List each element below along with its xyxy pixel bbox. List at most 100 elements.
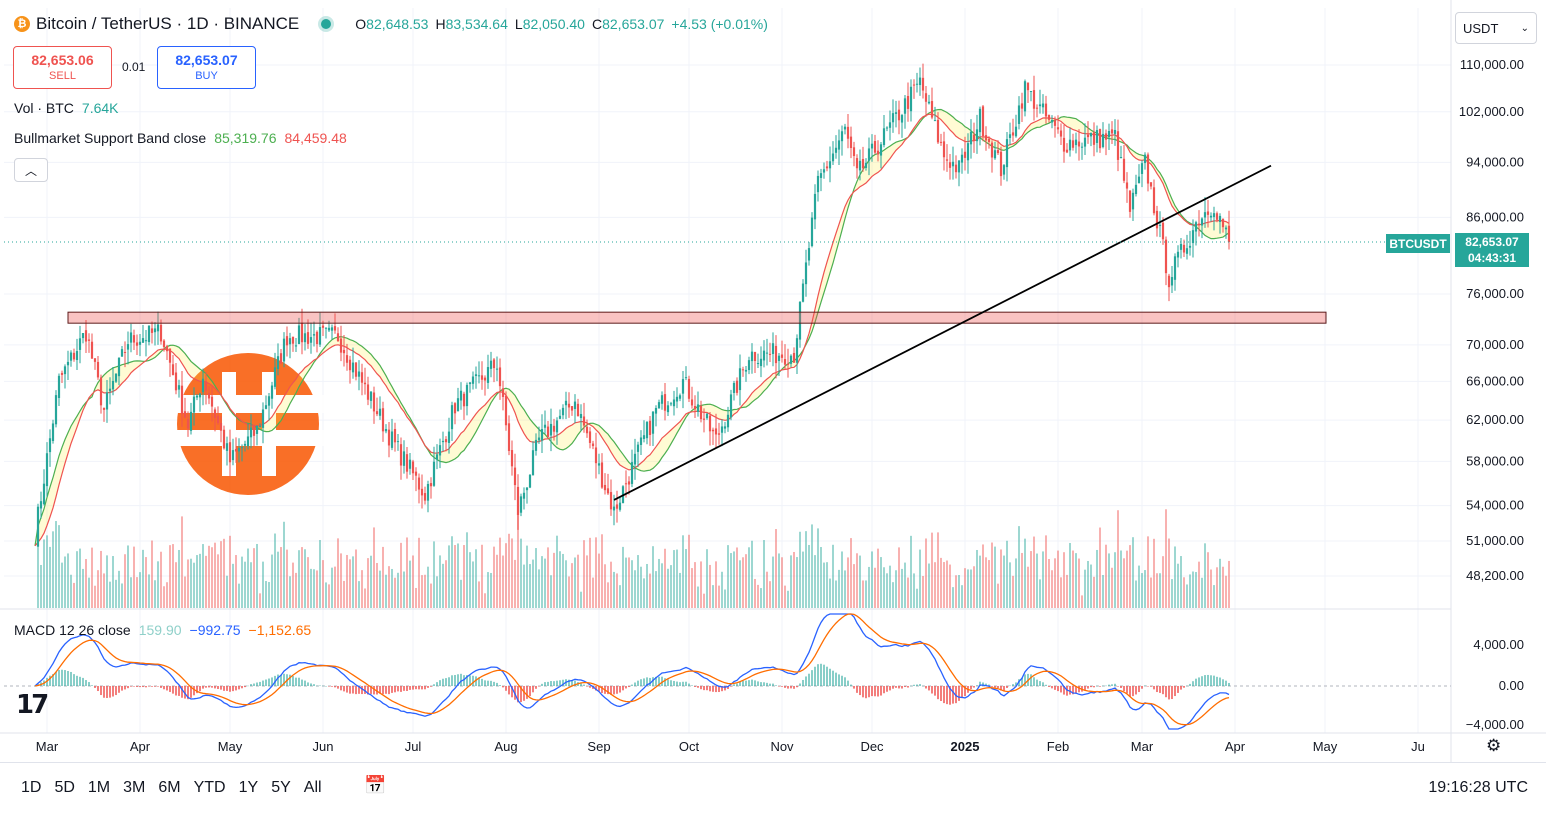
band-legend[interactable]: Bullmarket Support Band close 85,319.76 … [14,130,347,146]
volume-bar [547,547,549,608]
volume-bar [592,577,594,608]
macd-hist-bar [172,686,174,694]
volume-bar [367,558,369,608]
macd-hist-bar [1036,679,1038,686]
volume-bar [208,545,210,608]
volume-bar [862,580,864,608]
volume-bar [124,554,126,608]
range-button-1y[interactable]: 1Y [238,779,259,796]
volume-bar [175,562,177,608]
candle-body [885,127,889,129]
candle-body [846,126,850,139]
candle-body [942,141,946,158]
candle-body [201,378,205,393]
candle-body [516,486,520,515]
volume-bar [868,566,870,608]
volume-bar [451,536,453,608]
currency-select[interactable]: USDT ⌄ [1455,12,1537,44]
candle-body [372,392,376,412]
candle-body [648,420,652,436]
macd-hist-bar [394,686,396,693]
volume-bar [1027,566,1029,608]
buy-label: BUY [195,70,218,82]
gear-icon[interactable]: ⚙ [1486,736,1502,755]
macd-hist-bar [106,686,108,699]
buy-button[interactable]: 82,653.07 BUY [157,46,256,89]
resistance-zone [67,311,1327,324]
candle-body [660,395,664,404]
volume-bar [1075,553,1077,608]
range-button-5y[interactable]: 5Y [271,779,291,796]
sell-button[interactable]: 82,653.06 SELL [13,46,112,89]
candle-body [369,391,373,401]
macd-hist-bar [493,681,495,686]
volume-bar [550,575,552,608]
volume-bar [811,524,813,608]
macd-hist-bar [667,679,669,686]
volume-bar [1018,526,1020,608]
volume-bar [169,545,171,608]
range-button-all[interactable]: All [303,779,322,796]
macd-hist-bar [256,682,258,686]
candle-body [1149,182,1153,187]
candle-body [606,488,610,494]
candle-body [1023,81,1027,112]
volume-bar [1144,570,1146,608]
candle-body [423,493,427,501]
macd-hist-bar [1183,686,1185,688]
band-label: Bullmarket Support Band close [14,130,207,146]
candle-body [1062,137,1066,152]
utc-clock[interactable]: 19:16:28 UTC [1428,779,1528,796]
volume-bar [940,557,942,608]
macd-hist-bar [1072,686,1074,695]
macd-hist-bar [784,686,786,688]
candle-body [753,351,757,362]
candle-body [120,349,124,357]
volume-bar [949,564,951,608]
volume-bar [226,575,228,608]
range-button-5d[interactable]: 5D [54,779,75,796]
price-chart[interactable]: 110,000.00 102,000.00 94,000.00 86,000.00 76… [0,0,1546,762]
candle-body [549,423,553,436]
macd-hist-bar [547,681,549,686]
candle-body [1134,184,1138,195]
macd-hist-bar [892,686,894,689]
candle-body [75,351,79,361]
price-tick-label: 110,000.00 [1460,57,1524,72]
calendar-goto-icon[interactable]: 📅 [364,775,387,795]
candle-body [636,444,640,452]
macd-hist-bar [415,686,417,690]
macd-hist-bar [157,686,159,687]
volume-bar [997,583,999,608]
candle-body [222,429,226,449]
macd-hist-bar [643,678,645,686]
volume-legend[interactable]: Vol · BTC 7.64K [14,100,119,116]
range-button-1m[interactable]: 1M [87,779,111,796]
macd-legend[interactable]: MACD 12 26 close 159.90 −992.75 −1,152.6… [14,622,311,638]
volume-bar [313,569,315,608]
macd-hist-bar [508,686,510,695]
macd-hist-bar [301,679,303,686]
candle-body [261,409,265,428]
macd-hist-bar [1042,682,1044,686]
macd-hist-bar [757,681,759,686]
macd-line-value: −992.75 [189,622,241,638]
range-button-3m[interactable]: 3M [123,779,146,796]
range-button-1d[interactable]: 1D [21,779,42,796]
range-button-6m[interactable]: 6M [158,779,181,796]
macd-hist-bar [553,681,555,686]
candle-body [408,459,412,469]
macd-hist-bar [484,680,486,686]
candle-body [540,429,544,441]
tradingview-logo-icon[interactable]: 17 [16,690,49,720]
candle-body [237,448,241,452]
time-tick-label: Apr [130,739,151,754]
range-button-ytd[interactable]: YTD [193,779,226,796]
currency-value: USDT [1463,20,1499,36]
candle-body [819,173,823,178]
macd-hist-bar [382,686,384,695]
symbol-title[interactable]: Bitcoin / TetherUS · 1D · BINANCE [36,14,300,33]
volume-bar [85,559,87,608]
collapse-legend-button[interactable]: ︿ [14,158,48,182]
macd-hist-bar [844,677,846,686]
